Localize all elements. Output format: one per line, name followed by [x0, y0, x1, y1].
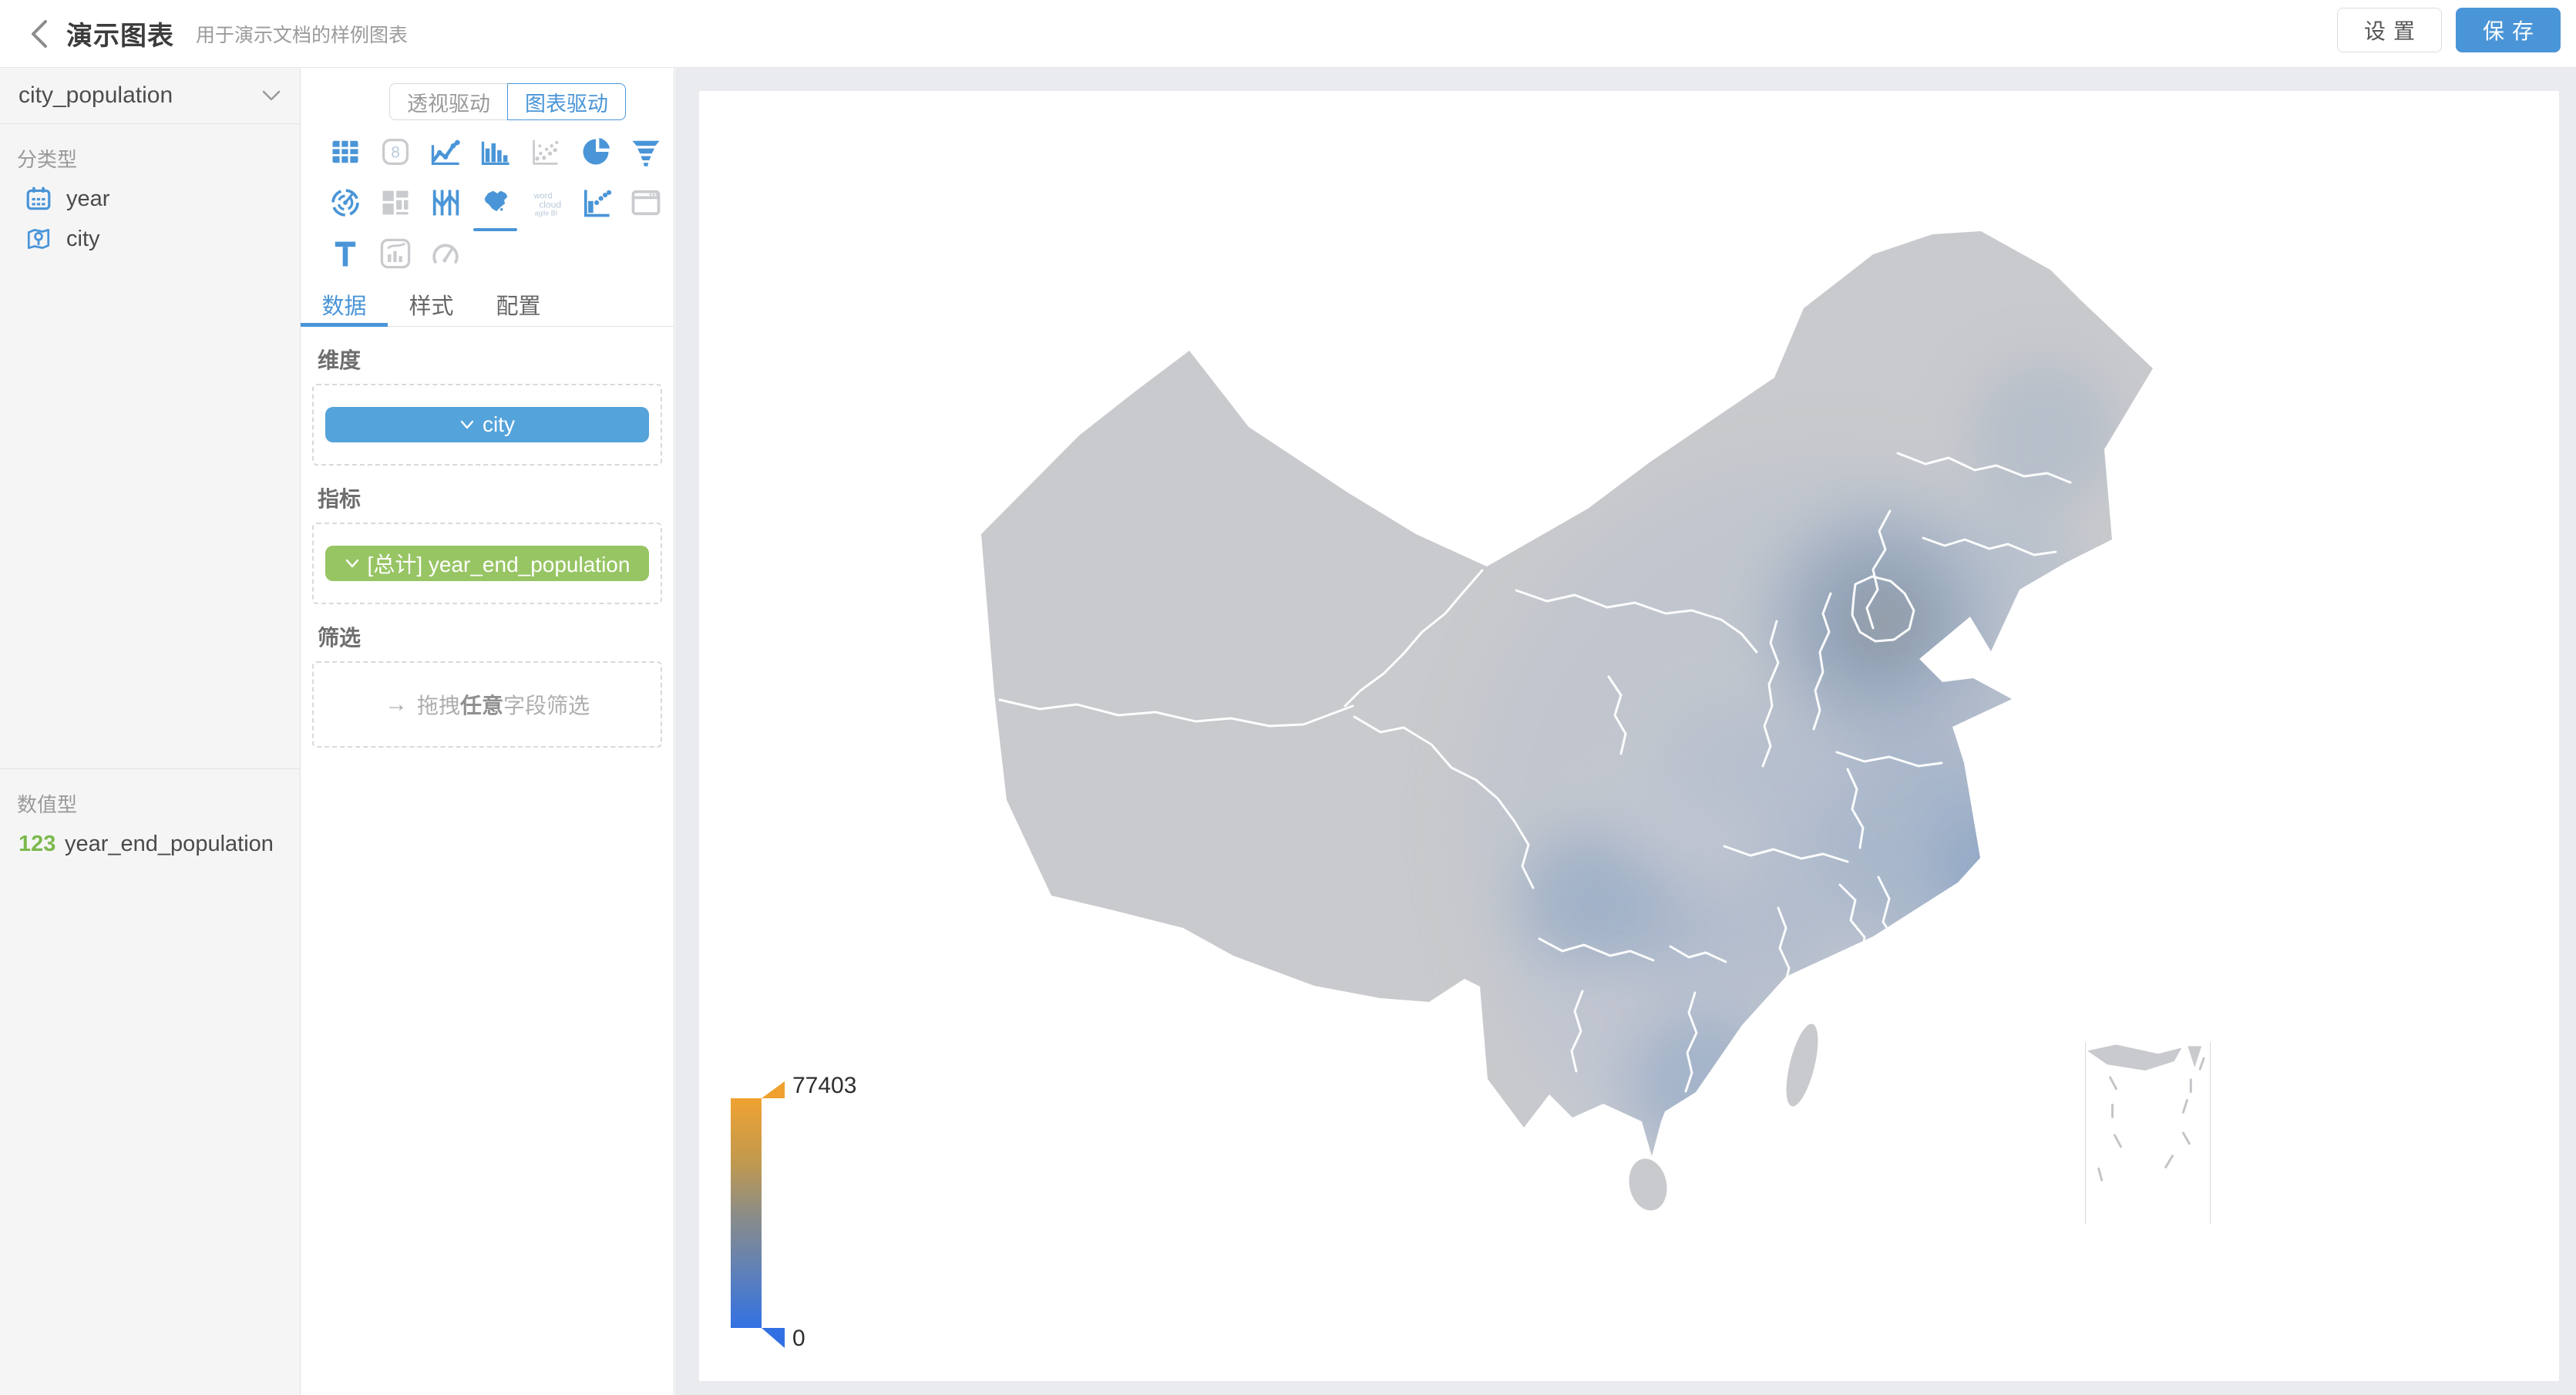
chart-type-treemap-icon[interactable] [370, 177, 420, 228]
chart-type-line-icon[interactable] [420, 126, 470, 177]
south-china-sea-inset [2085, 1042, 2211, 1224]
calendar-icon [23, 183, 54, 214]
legend-max-value: 77403 [792, 1073, 857, 1098]
taiwan-island [1786, 1024, 1818, 1107]
filter-dropzone[interactable]: → 拖拽任意字段筛选 [312, 661, 662, 748]
sidebar-divider [0, 768, 300, 769]
field-label: year_end_population [65, 831, 274, 856]
tab-data[interactable]: 数据 [301, 282, 388, 327]
chart-type-wordcloud-icon[interactable]: word cloud agile BI [520, 177, 570, 228]
chart-type-indicator-icon[interactable]: 8 [370, 126, 420, 177]
tab-style[interactable]: 样式 [409, 294, 454, 319]
page-title: 演示图表 [66, 22, 174, 51]
panel-tabs: 数据 样式 配置 [301, 282, 674, 327]
map-color-legend: 77403 0 [731, 1071, 962, 1364]
field-label: year [66, 186, 110, 211]
map-pin-icon [23, 224, 54, 254]
metrics-label: 指标 [318, 487, 362, 511]
dimension-pill-city[interactable]: city [325, 407, 649, 442]
chevron-down-icon [460, 420, 474, 429]
tab-config[interactable]: 配置 [496, 294, 541, 319]
chart-type-pareto-icon[interactable] [570, 177, 620, 228]
hainan-island [1629, 1158, 1667, 1211]
pill-label: city [483, 412, 515, 436]
chevron-left-icon [32, 19, 47, 48]
back-button[interactable] [23, 15, 54, 52]
chevron-down-icon [262, 90, 281, 101]
field-item-year-end-population[interactable]: 123 year_end_population [0, 824, 300, 864]
save-button[interactable]: 保存 [2456, 8, 2561, 52]
mode-chart-button[interactable]: 图表驱动 [507, 83, 626, 120]
metric-pill-year-end-population[interactable]: [总计] year_end_population [325, 546, 649, 581]
arrow-right-icon: → [384, 691, 408, 717]
chart-type-funnel-icon[interactable] [620, 126, 671, 177]
chart-type-pie-icon[interactable] [570, 126, 620, 177]
legend-max-marker[interactable] [762, 1081, 785, 1098]
chart-type-china-map-icon[interactable] [470, 177, 520, 231]
settings-button[interactable]: 设置 [2337, 8, 2442, 52]
dataset-name: city_population [18, 82, 173, 108]
chart-canvas: 77403 0 [675, 68, 2576, 1395]
field-sidebar: city_population 分类型 year [0, 68, 301, 1395]
legend-gradient-bar[interactable] [731, 1098, 762, 1328]
mode-pivot-button[interactable]: 透视驱动 [389, 83, 507, 120]
inset-taiwan [2188, 1046, 2202, 1068]
categorical-section-label: 分类型 [17, 148, 78, 171]
legend-min-value: 0 [792, 1326, 805, 1351]
pill-label: [总计] year_end_population [367, 553, 631, 576]
china-heat-map[interactable] [699, 91, 2559, 1381]
metric-dropzone[interactable]: [总计] year_end_population [312, 523, 662, 604]
field-item-city[interactable]: city [0, 219, 300, 259]
chart-type-gauge-icon[interactable] [420, 228, 470, 279]
mode-toggle: 透视驱动 图表驱动 [389, 83, 626, 120]
svg-text:cloud: cloud [539, 200, 561, 210]
chart-type-table-icon[interactable] [320, 126, 370, 177]
inset-dash-line [2097, 1057, 2205, 1182]
province-borders [998, 452, 2072, 1093]
svg-text:word: word [533, 192, 552, 201]
numeric-123-icon: 123 [18, 831, 56, 856]
chart-type-combo-icon[interactable] [370, 228, 420, 279]
chart-type-grid: 8 [320, 126, 671, 279]
page-subtitle: 用于演示文档的样例图表 [196, 24, 409, 46]
header: 演示图表 用于演示文档的样例图表 设置 保存 [0, 0, 2576, 68]
field-item-year[interactable]: year [0, 179, 300, 219]
inset-coast [2087, 1044, 2182, 1071]
numeric-section-label: 数值型 [17, 793, 78, 816]
dimensions-label: 维度 [318, 348, 362, 372]
config-panel: 透视驱动 图表驱动 8 [301, 68, 674, 1395]
chart-type-scatter-icon[interactable] [520, 126, 570, 177]
chart-type-bar-icon[interactable] [470, 126, 520, 177]
chart-type-parallel-icon[interactable] [420, 177, 470, 228]
filter-placeholder: 拖拽任意字段筛选 [416, 694, 590, 718]
filter-label: 筛选 [318, 626, 362, 650]
legend-min-marker[interactable] [762, 1328, 785, 1348]
svg-text:agile BI: agile BI [534, 210, 557, 217]
chart-type-iframe-icon[interactable] [620, 177, 671, 228]
dataset-selector[interactable]: city_population [0, 68, 300, 124]
chart-card: 77403 0 [699, 91, 2559, 1381]
field-label: city [66, 226, 100, 251]
chart-type-radar-icon[interactable] [320, 177, 370, 228]
svg-text:8: 8 [391, 144, 400, 162]
chart-type-text-icon[interactable] [320, 228, 370, 279]
chevron-down-icon [345, 559, 358, 568]
dimension-dropzone[interactable]: city [312, 384, 662, 466]
